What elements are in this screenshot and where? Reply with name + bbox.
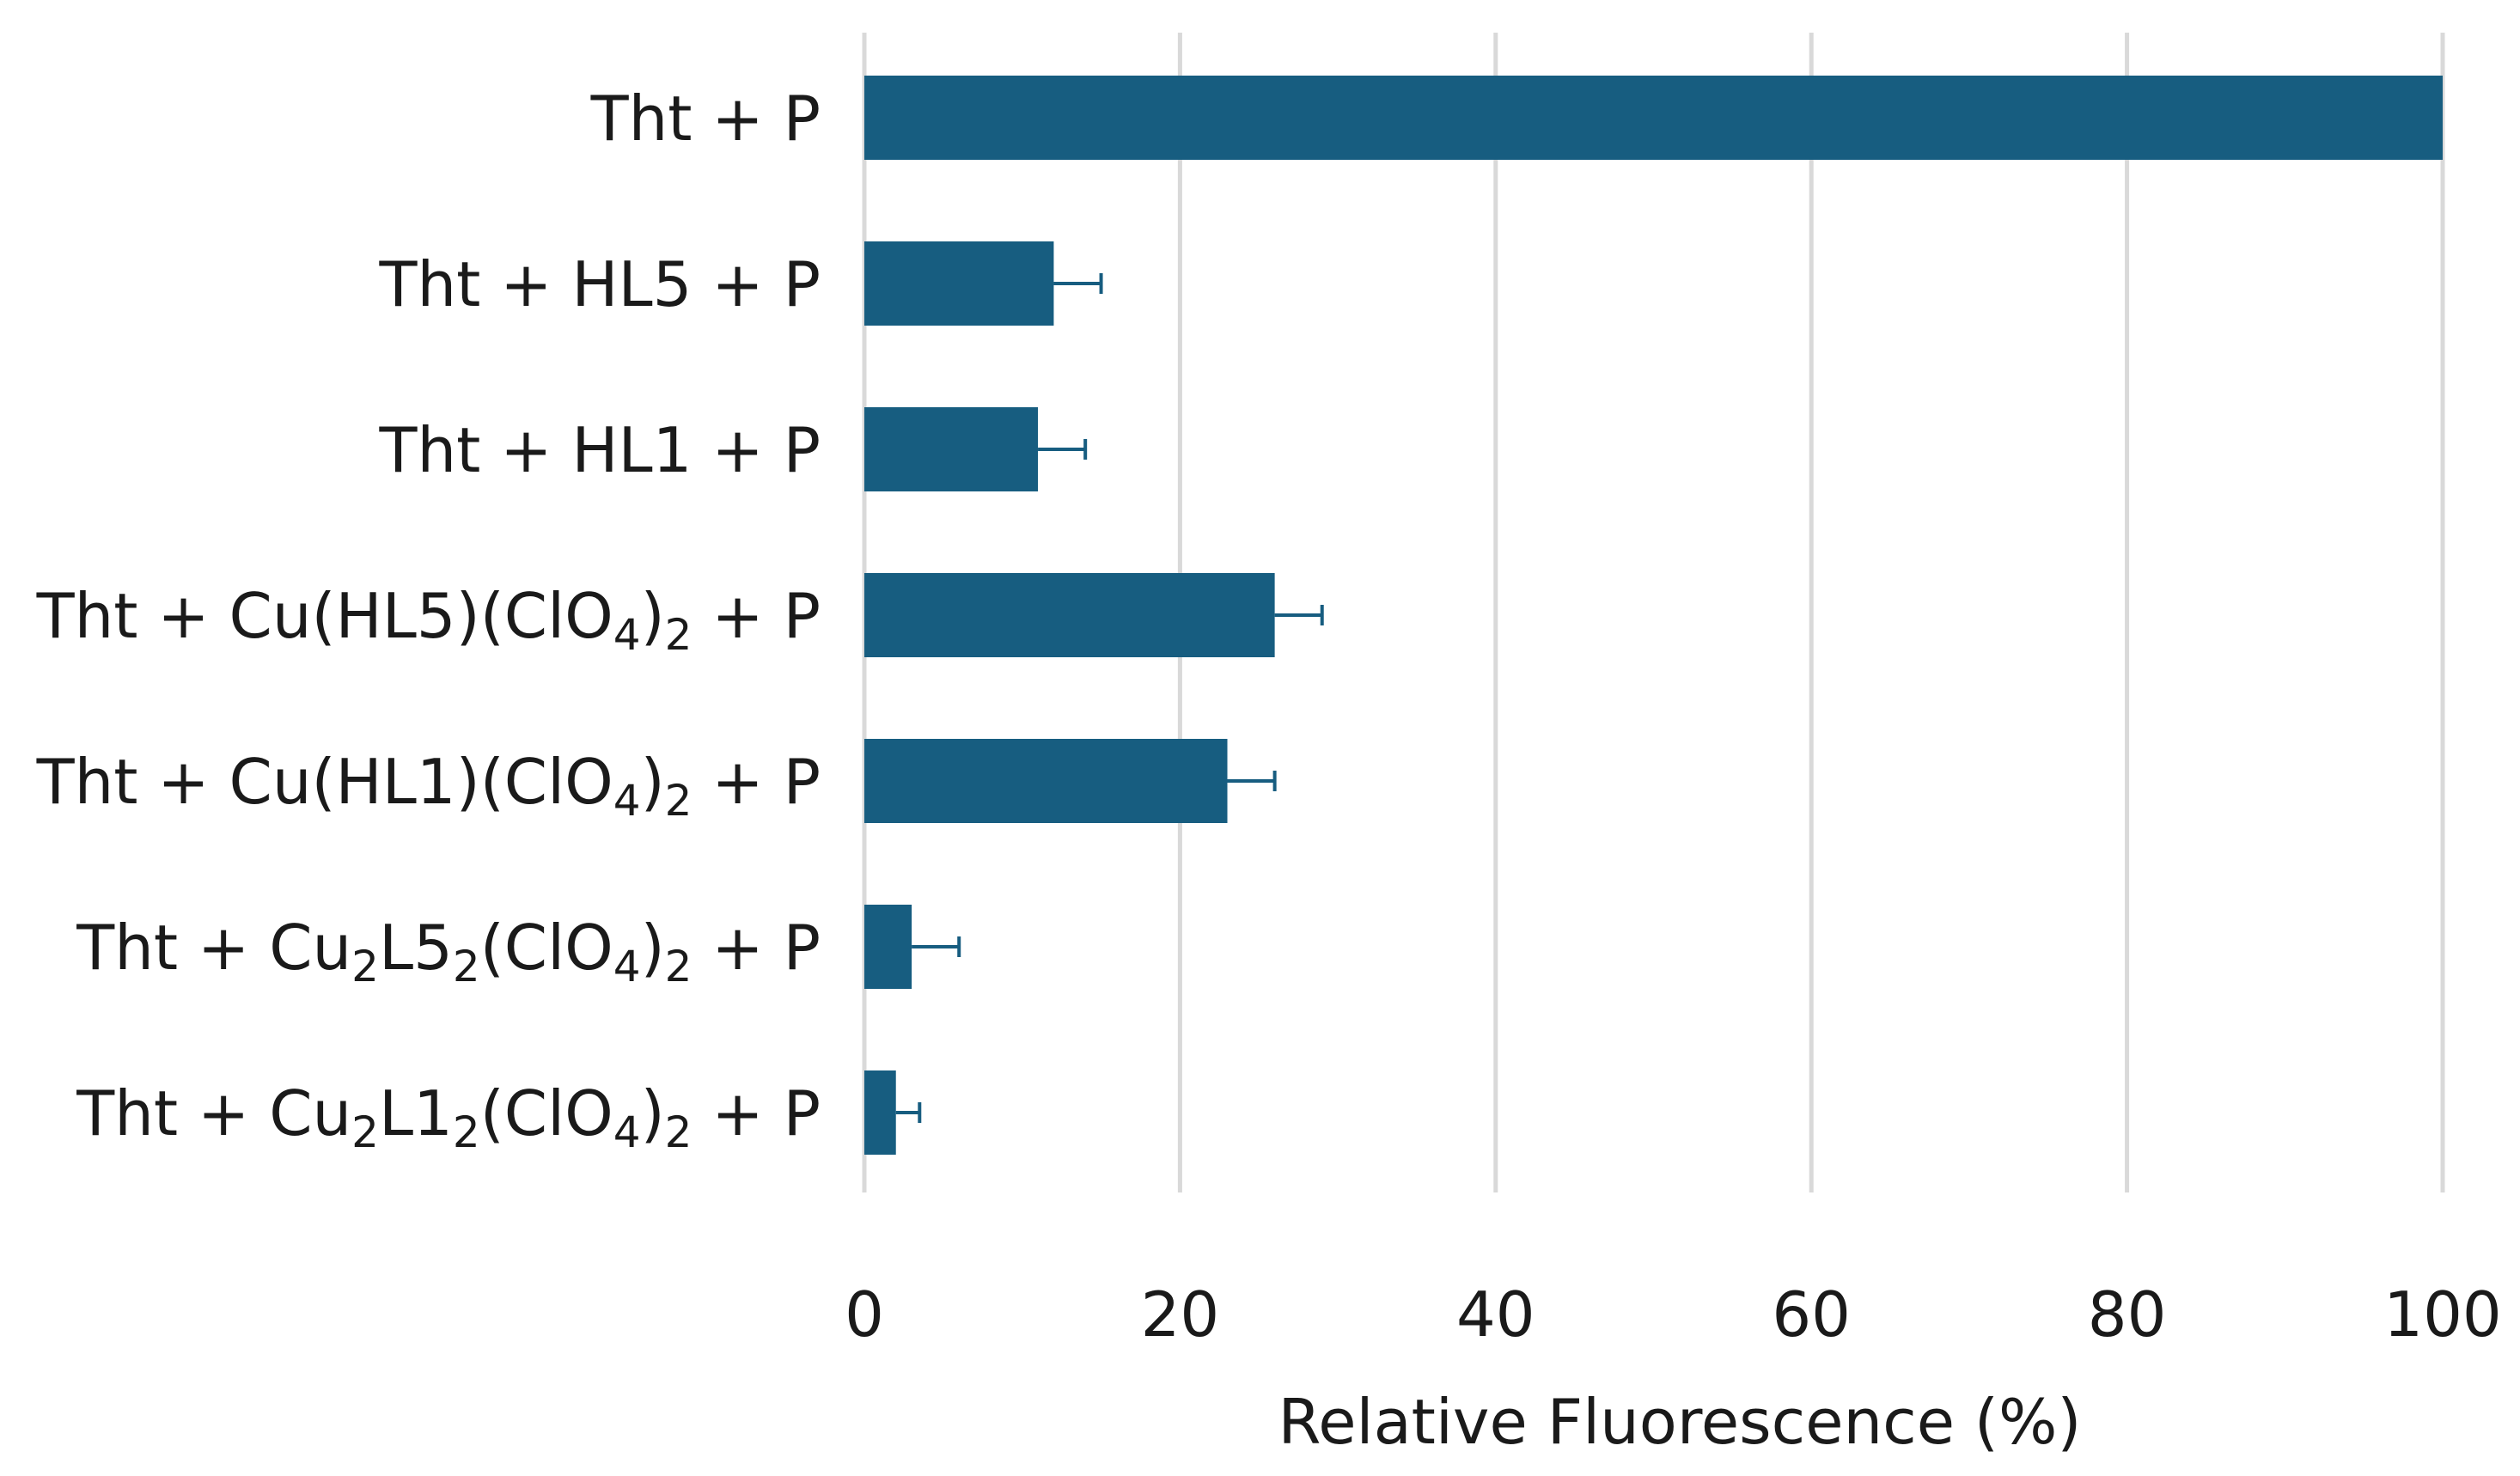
error-bar	[1227, 771, 1277, 791]
category-label: Tht + HL1 + P	[378, 414, 821, 486]
error-bars	[895, 273, 1324, 1123]
category-label-segment: (ClO	[480, 912, 613, 984]
category-label-subscript: 2	[665, 610, 693, 660]
x-tick-label: 80	[2088, 1278, 2167, 1351]
category-label-segment: (ClO	[480, 1077, 613, 1150]
error-bar	[912, 936, 961, 957]
category-label-subscript: 2	[351, 1107, 379, 1157]
category-label-segment: Tht + Cu	[76, 912, 351, 984]
bar	[864, 241, 1054, 326]
category-label-subscript: 2	[665, 1107, 693, 1157]
bar	[864, 573, 1275, 657]
category-label-segment: L5	[379, 912, 453, 984]
category-label: Tht + Cu(HL5)(ClO4)2 + P	[36, 580, 821, 660]
category-label-segment: )	[641, 912, 665, 984]
gridlines	[862, 33, 2445, 1192]
error-bar	[1274, 605, 1324, 625]
error-bar	[1038, 439, 1088, 460]
category-label-subscript: 2	[665, 776, 693, 826]
bar	[864, 76, 2443, 160]
category-label-segment: + P	[692, 912, 821, 984]
x-tick-label: 60	[1772, 1278, 1851, 1351]
x-tick-label: 100	[2383, 1278, 2501, 1351]
category-label-segment: Tht + HL5 + P	[378, 248, 821, 320]
x-tick-label: 40	[1456, 1278, 1535, 1351]
category-label-segment: + P	[692, 1077, 821, 1150]
bar	[864, 905, 912, 989]
category-label: Tht + Cu(HL1)(ClO4)2 + P	[36, 746, 821, 826]
category-label-segment: )	[641, 1077, 665, 1150]
category-label-segment: + P	[692, 580, 821, 652]
category-label-segment: L1	[379, 1077, 453, 1150]
category-label-segment: Tht + Cu(HL5)(ClO	[36, 580, 613, 652]
bars	[864, 76, 2443, 1155]
x-tick-label: 0	[845, 1278, 884, 1351]
x-axis-title: Relative Fluorescence (%)	[1278, 1386, 2081, 1458]
category-label-subscript: 2	[453, 942, 480, 991]
category-label-subscript: 4	[613, 942, 641, 991]
category-label: Tht + HL5 + P	[378, 248, 821, 320]
category-label-subscript: 2	[665, 942, 693, 991]
category-label-segment: )	[641, 746, 665, 818]
bar	[864, 407, 1039, 491]
bar	[864, 739, 1228, 823]
category-label-subscript: 2	[453, 1107, 480, 1157]
category-label-segment: Tht + HL1 + P	[378, 414, 821, 486]
bar	[864, 1070, 896, 1155]
error-bar	[895, 1102, 922, 1123]
error-bar	[1053, 273, 1103, 294]
category-label-segment: + P	[692, 746, 821, 818]
category-label-subscript: 2	[351, 942, 379, 991]
category-label-segment: Tht + Cu	[76, 1077, 351, 1150]
category-label-segment: )	[641, 580, 665, 652]
x-tick-label: 20	[1141, 1278, 1220, 1351]
category-labels: Tht + P Tht + HL5 + P Tht + HL1 + P Tht + C…	[36, 82, 821, 1157]
category-label-subscript: 4	[613, 776, 641, 826]
category-label-segment: Tht + P	[590, 82, 821, 155]
category-label-subscript: 4	[613, 1107, 641, 1157]
category-label: Tht + Cu2L12(ClO4)2 + P	[76, 1077, 821, 1157]
category-label-segment: Tht + Cu(HL1)(ClO	[36, 746, 613, 818]
category-label: Tht + P	[590, 82, 821, 155]
x-tick-labels: 0 20 40 60 80 100	[845, 1278, 2502, 1351]
category-label: Tht + Cu2L52(ClO4)2 + P	[76, 912, 821, 991]
category-label-subscript: 4	[613, 610, 641, 660]
